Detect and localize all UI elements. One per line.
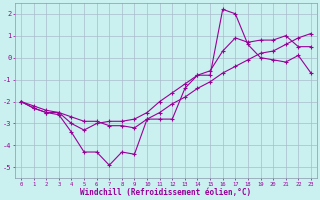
X-axis label: Windchill (Refroidissement éolien,°C): Windchill (Refroidissement éolien,°C) <box>80 188 252 197</box>
